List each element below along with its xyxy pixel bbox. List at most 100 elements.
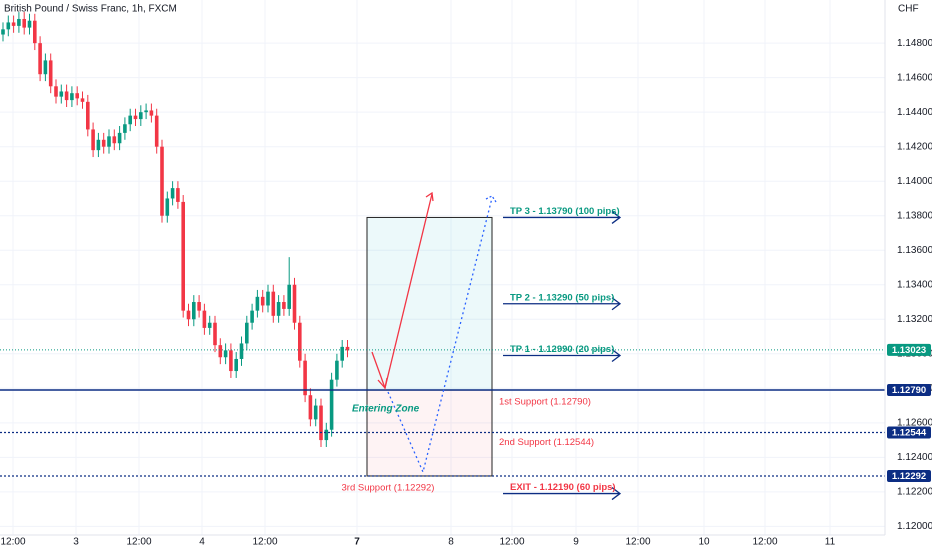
y-tick-label: 1.13600: [897, 245, 932, 256]
candle-body: [33, 20, 37, 44]
candle-body: [59, 91, 64, 97]
candle-body: [271, 291, 276, 316]
price-tag-label: 1.12544: [892, 428, 927, 439]
candle-body: [186, 310, 191, 320]
target-label: TP 1 - 1.12990 (20 pips): [510, 344, 614, 355]
target-arrow-head: [611, 297, 622, 311]
x-tick-label: 12:00: [0, 537, 25, 548]
chart-title: British Pound / Swiss Franc, 1h, FXCM: [4, 4, 177, 15]
candle-body: [234, 358, 238, 372]
candle-body: [192, 302, 196, 320]
candle-body: [64, 91, 69, 101]
x-tick-label: 4: [199, 537, 205, 548]
y-tick-label: 1.12000: [897, 521, 932, 532]
candle-body: [292, 284, 297, 323]
y-tick-label: 1.14200: [897, 141, 932, 152]
x-tick-label: 10: [698, 537, 710, 548]
candle-body: [260, 296, 265, 306]
candle-body: [202, 310, 207, 328]
x-tick-label: 9: [573, 537, 579, 548]
candle-body: [70, 93, 74, 101]
arrow-head: [377, 377, 388, 390]
y-tick-label: 1.12200: [897, 486, 932, 497]
candle-body: [287, 284, 291, 309]
candle-body: [319, 405, 323, 441]
target-label: TP 2 - 1.13290 (50 pips): [510, 292, 614, 303]
candle-body: [27, 20, 32, 28]
axis: 1.120001.122001.124001.126001.128001.130…: [0, 38, 932, 548]
x-tick-label: 12:00: [252, 537, 277, 548]
candle-body: [324, 429, 329, 441]
candle-body: [128, 115, 132, 125]
candle-body: [345, 346, 350, 351]
price-tag: [887, 426, 931, 439]
x-tick-label: 3: [73, 537, 79, 548]
target-label: TP 3 - 1.13790 (100 pips): [510, 206, 620, 217]
candle-body: [80, 98, 85, 102]
target-arrow-head: [611, 487, 622, 501]
y-tick-label: 1.12400: [897, 452, 932, 463]
candle-body: [112, 136, 117, 144]
x-tick-label: 12:00: [126, 537, 151, 548]
zones: [366, 216, 493, 477]
support-label: 1st Support (1.12790): [499, 397, 591, 408]
candle-body: [207, 322, 212, 328]
candle-body: [181, 201, 185, 311]
candle-body: [282, 302, 286, 309]
arrow-head: [425, 191, 434, 202]
candle-body: [91, 129, 95, 151]
candle-body: [223, 350, 228, 358]
candle-body: [218, 345, 223, 358]
candle-body: [11, 22, 16, 26]
candle-body: [101, 139, 106, 147]
candle-body: [123, 124, 127, 133]
candle-body: [154, 115, 159, 147]
y-tick-label: 1.13200: [897, 314, 932, 325]
x-tick-label: 7: [354, 537, 360, 548]
target-arrow-head: [611, 210, 622, 224]
y-tick-label: 1.14600: [897, 72, 932, 83]
y-tick-label: 1.14800: [897, 38, 932, 49]
candle-body: [245, 322, 249, 344]
candle-body: [329, 379, 334, 430]
currency-label: CHF: [898, 4, 919, 15]
candle-body: [75, 93, 79, 99]
x-tick-label: 12:00: [625, 537, 650, 548]
candle-body: [22, 18, 26, 28]
candle-body: [160, 146, 164, 216]
price-tag: [887, 343, 931, 356]
candle-body: [340, 346, 344, 361]
annotation: Entering Zone: [352, 404, 420, 415]
x-tick-label: 8: [448, 537, 454, 548]
x-tick-label: 12:00: [499, 537, 524, 548]
candle-body: [96, 139, 101, 151]
price-tag-label: 1.12790: [892, 385, 926, 396]
candle-body: [176, 188, 180, 202]
grid: [0, 0, 885, 535]
support-label: 2nd Support (1.12544): [499, 437, 594, 448]
candle-body: [213, 322, 217, 346]
candle-body: [133, 115, 138, 120]
candle-body: [86, 101, 90, 130]
candle-body: [43, 60, 48, 75]
candle-body: [303, 360, 307, 396]
target-arrow-head: [611, 348, 622, 363]
support-label: 3rd Support (1.12292): [342, 482, 435, 493]
price-tag: [887, 384, 931, 397]
candle-body: [54, 86, 58, 97]
candle-body: [117, 132, 122, 144]
candle-body: [250, 310, 254, 323]
x-tick-label: 11: [825, 537, 836, 548]
candle-body: [313, 405, 318, 420]
candle-body: [144, 110, 148, 113]
candle-body: [308, 395, 313, 420]
y-tick-label: 1.14400: [897, 107, 932, 118]
candle-body: [276, 302, 281, 316]
candles: [1, 12, 350, 447]
alt-projection-arrow: [387, 197, 493, 475]
candle-body: [17, 18, 21, 26]
candle-body: [335, 360, 339, 380]
candle-body: [149, 110, 154, 116]
candle-body: [48, 60, 53, 87]
